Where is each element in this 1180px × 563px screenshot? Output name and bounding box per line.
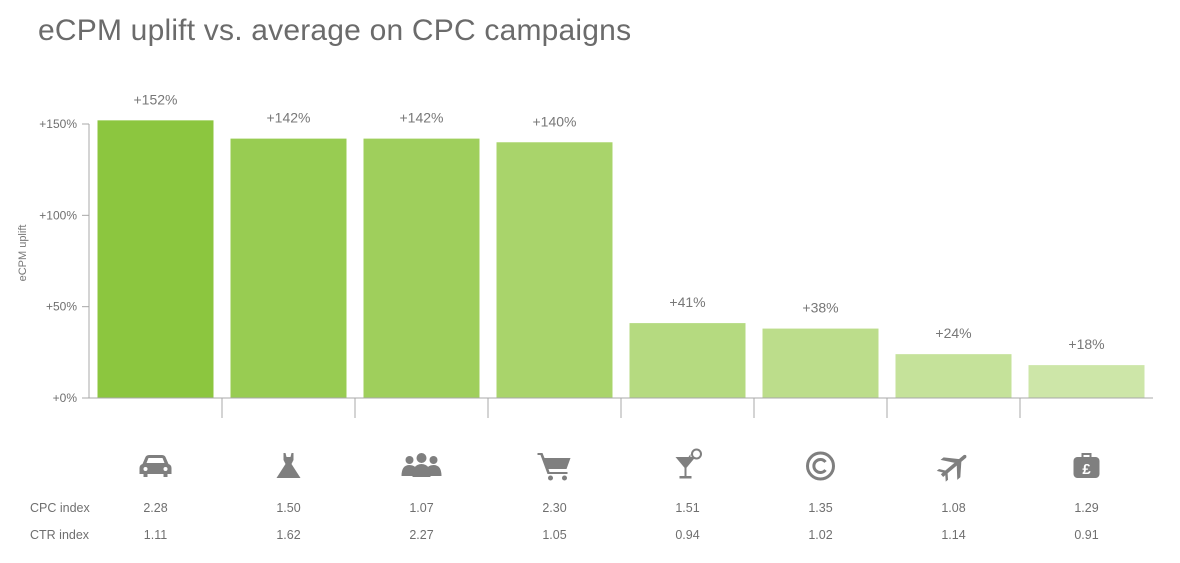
bar-copyright — [762, 328, 879, 398]
bar-dress — [230, 138, 347, 398]
copyright-icon — [806, 451, 835, 481]
bar-people — [363, 138, 480, 398]
bar-car — [97, 120, 214, 398]
row-value: 1.35 — [808, 501, 832, 515]
row-value: 2.28 — [143, 501, 167, 515]
y-tick-label: +150% — [39, 117, 77, 131]
bar-data-label: +140% — [533, 113, 577, 129]
y-axis-label: eCPM uplift — [17, 225, 29, 282]
row-value: 2.27 — [409, 528, 433, 542]
bar-airplane — [895, 354, 1012, 398]
bar-data-label: +142% — [400, 110, 444, 126]
chart-title: eCPM uplift vs. average on CPC campaigns — [38, 14, 632, 47]
money-bag-icon — [1073, 453, 1100, 478]
y-tick-label: +0% — [53, 391, 78, 405]
bar-data-label: +24% — [935, 325, 971, 341]
row-value: 1.07 — [409, 501, 433, 515]
row-value: 1.11 — [144, 528, 167, 542]
row-value: 1.50 — [276, 501, 300, 515]
row-value: 1.08 — [941, 501, 965, 515]
dress-icon — [276, 453, 301, 478]
car-icon — [139, 455, 172, 477]
row-value: 2.30 — [542, 501, 566, 515]
row-value: 1.51 — [675, 501, 699, 515]
y-tick-label: +100% — [39, 208, 77, 222]
row-value: 1.14 — [941, 528, 965, 542]
row-value: 1.62 — [276, 528, 300, 542]
y-tick-label: +50% — [46, 300, 77, 314]
row-label-cpc-index: CPC index — [30, 501, 90, 515]
bar-data-label: +18% — [1068, 336, 1104, 352]
airplane-icon — [932, 445, 975, 487]
bar-shopping-cart — [496, 142, 613, 398]
bar-money-bag — [1028, 365, 1145, 398]
bar-cocktail — [629, 323, 746, 398]
bar-data-label: +38% — [802, 300, 838, 316]
row-label-ctr-index: CTR index — [30, 528, 90, 542]
row-value: 0.91 — [1074, 528, 1098, 542]
row-value: 1.29 — [1074, 501, 1098, 515]
shopping-cart-icon — [537, 453, 571, 481]
cocktail-icon — [674, 448, 702, 480]
row-value: 1.05 — [542, 528, 566, 542]
row-value: 1.02 — [808, 528, 832, 542]
row-value: 0.94 — [675, 528, 699, 542]
people-icon — [401, 453, 442, 477]
bar-data-label: +41% — [669, 294, 705, 310]
bar-data-label: +142% — [267, 110, 311, 126]
bar-data-label: +152% — [134, 91, 178, 107]
